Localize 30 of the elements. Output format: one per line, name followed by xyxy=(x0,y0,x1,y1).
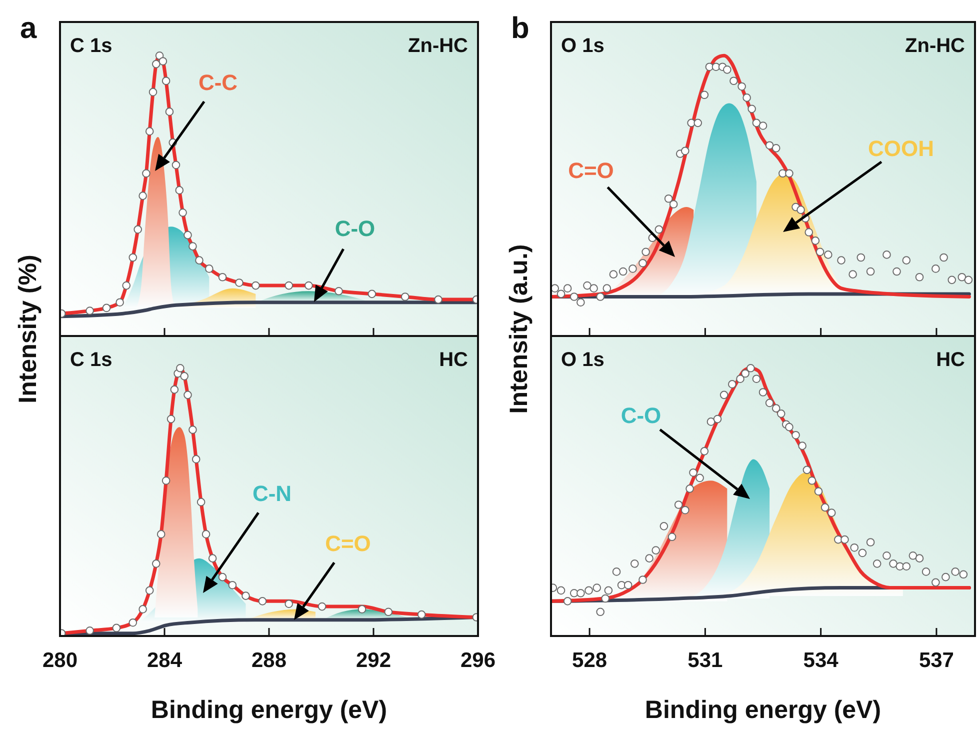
x-tick-label: 284 xyxy=(146,648,182,672)
annotation: HC xyxy=(439,349,468,371)
annotation: Zn-HC xyxy=(905,35,965,57)
chart-title: b xyxy=(511,12,530,45)
x-tick-label: 280 xyxy=(42,648,78,672)
x-axis-title: Binding energy (eV) xyxy=(150,696,388,724)
annotation: O 1s xyxy=(561,349,604,371)
annotation: Zn-HC xyxy=(408,35,468,57)
annotation: C-C xyxy=(198,70,238,95)
x-tick-label: 528 xyxy=(572,648,608,672)
x-tick-label: 537 xyxy=(918,648,954,672)
annotation: C-N xyxy=(252,481,292,506)
x-tick-label: 534 xyxy=(803,648,839,672)
annotation: C 1s xyxy=(70,35,112,57)
chart-title: a xyxy=(20,12,37,45)
annotation: C=O xyxy=(325,531,371,556)
y-axis-title: Intensity (%) xyxy=(14,254,42,404)
x-axis-title: Binding energy (eV) xyxy=(644,696,882,724)
annotation: C=O xyxy=(568,158,614,183)
x-tick-label: 292 xyxy=(356,648,392,672)
annotation: C 1s xyxy=(70,349,112,371)
x-tick-label: 288 xyxy=(251,648,287,672)
y-axis-title: Intensity (a.u.) xyxy=(505,244,533,414)
annotation: C-O xyxy=(620,403,662,428)
annotation: O 1s xyxy=(561,35,604,57)
x-tick-label: 531 xyxy=(688,648,724,672)
annotation: COOH xyxy=(868,136,934,161)
annotation: HC xyxy=(936,349,965,371)
annotation: C-O xyxy=(334,216,376,241)
x-tick-label: 296 xyxy=(460,648,496,672)
